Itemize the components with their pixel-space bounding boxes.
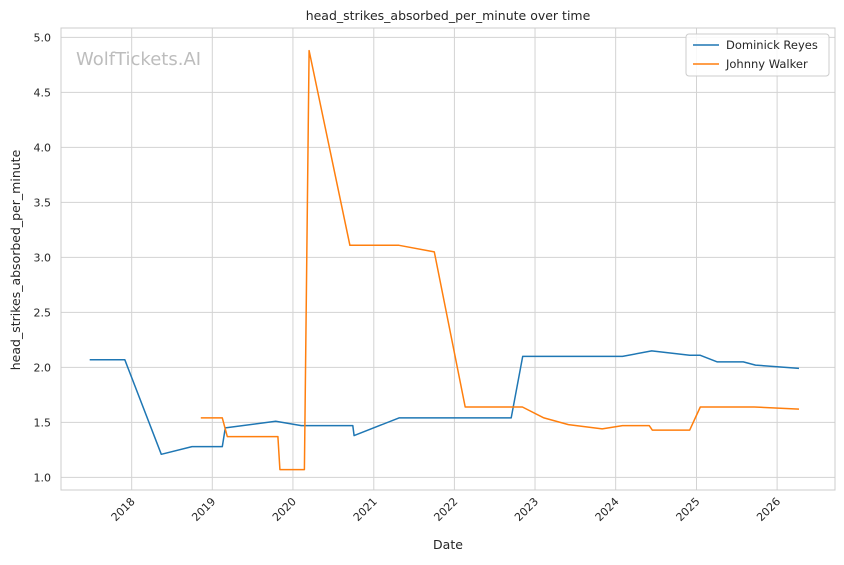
legend-label-dominick-reyes: Dominick Reyes — [726, 38, 818, 52]
y-tick-label: 2.5 — [34, 306, 52, 319]
y-tick-label: 3.0 — [34, 251, 52, 264]
watermark: WolfTickets.AI — [76, 49, 201, 70]
series-lines — [89, 49, 800, 471]
series-line-johnny-walker — [200, 49, 800, 471]
legend-label-johnny-walker: Johnny Walker — [725, 57, 808, 71]
chart-title: head_strikes_absorbed_per_minute over ti… — [306, 8, 591, 23]
plot-area-frame — [60, 27, 836, 491]
x-axis-label: Date — [433, 537, 463, 552]
y-tick-label: 4.0 — [34, 141, 52, 154]
series-line-dominick-reyes — [89, 350, 800, 456]
y-tick-label: 2.0 — [34, 361, 52, 374]
y-tick-label: 5.0 — [34, 31, 52, 44]
y-tick-label: 3.5 — [34, 196, 52, 209]
y-tick-label: 1.0 — [34, 471, 52, 484]
y-tick-label: 1.5 — [34, 416, 52, 429]
y-tick-label: 4.5 — [34, 86, 52, 99]
grid — [61, 28, 835, 490]
legend: Dominick Reyes Johnny Walker — [685, 33, 830, 77]
y-axis-label: head_strikes_absorbed_per_minute — [8, 149, 23, 370]
y-axis-ticks: 1.0 1.5 2.0 2.5 3.0 3.5 4.0 4.5 5.0 — [34, 31, 52, 484]
legend-box — [685, 33, 830, 77]
